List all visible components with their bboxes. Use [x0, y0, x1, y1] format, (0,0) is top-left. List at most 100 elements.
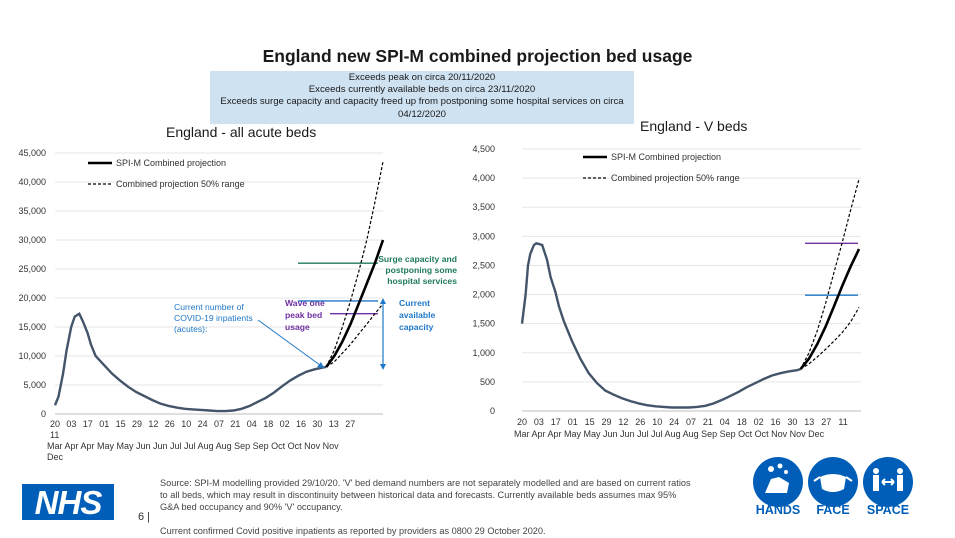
inpatients-note: Current confirmed Covid positive inpatie… [160, 526, 546, 536]
y-tick-label: 15,000 [18, 322, 46, 332]
y-tick-label: 1,000 [472, 348, 495, 358]
legend-label: Combined projection 50% range [116, 179, 245, 189]
page-title: England new SPI-M combined projection be… [262, 46, 693, 66]
x-tick-label: 07 [686, 417, 696, 427]
x-tick-label: 15 [116, 419, 126, 429]
x-tick-label: 04 [720, 417, 730, 427]
x-tick-label: 12 [618, 417, 628, 427]
available-capacity-arrowhead [380, 298, 386, 304]
y-tick-label: 0 [41, 409, 46, 419]
x-tick-label: 24 [669, 417, 679, 427]
source-line: Source: SPI-M modelling provided 29/10/2… [160, 478, 691, 488]
annotation-wave-one: Wave one [285, 298, 325, 308]
x-tick-label: 02 [754, 417, 764, 427]
threshold-notes: Exceeds peak on circa 20/11/2020 Exceeds… [210, 71, 634, 124]
y-tick-label: 2,000 [472, 290, 495, 300]
annotation-current-inpatients: (acutes): [174, 324, 207, 334]
note-line: 04/12/2020 [397, 108, 446, 120]
projection-range-upper [800, 179, 860, 370]
y-tick-label: 4,500 [472, 144, 495, 154]
y-tick-label: 3,000 [472, 231, 495, 241]
legend-label: SPI-M Combined projection [116, 158, 226, 168]
x-tick-label: 29 [601, 417, 611, 427]
x-tick-label: 13 [329, 419, 339, 429]
x-tick-label: 26 [635, 417, 645, 427]
x-tick-label: 26 [165, 419, 175, 429]
annotation-current-inpatients: COVID-19 inpatients [174, 313, 253, 323]
y-tick-label: 5,000 [23, 380, 46, 390]
x-tick-label: 30 [787, 417, 797, 427]
y-tick-label: 500 [480, 377, 495, 387]
y-tick-label: 30,000 [18, 235, 46, 245]
y-tick-label: 3,500 [472, 202, 495, 212]
x-tick-label: 16 [770, 417, 780, 427]
annotation-surge: Surge capacity and [378, 254, 457, 264]
source-note: Source: SPI-M modelling provided 29/10/2… [160, 477, 691, 513]
x-tick-label: 03 [66, 419, 76, 429]
x-tick-label: 01 [99, 419, 109, 429]
hands-label: HANDS [755, 503, 801, 517]
x-tick-label: 21 [230, 419, 240, 429]
chart-title-acute: England - all acute beds [166, 124, 317, 140]
x-tick-label: Dec [47, 452, 64, 462]
source-line: to all beds, which may result in discont… [160, 490, 677, 500]
page-number: 6 | [138, 511, 151, 523]
nhs-logo: NHS [22, 484, 114, 521]
x-tick-label: 10 [652, 417, 662, 427]
annotation-available: capacity [399, 322, 434, 332]
x-tick-label: 10 [181, 419, 191, 429]
x-tick-label: 20 [50, 419, 60, 429]
chart-title-vbeds: England - V beds [640, 118, 748, 134]
space-label: SPACE [866, 503, 910, 517]
x-tick-label: 11 [50, 430, 59, 440]
annotation-surge: postponing some [385, 265, 457, 275]
x-month-labels: Mar Apr Apr May May Jun Jun Jul Jul Aug … [47, 441, 339, 451]
y-tick-label: 35,000 [18, 206, 46, 216]
y-tick-label: 25,000 [18, 264, 46, 274]
note-line: Exceeds surge capacity and capacity free… [220, 96, 624, 108]
y-tick-label: 4,000 [472, 173, 495, 183]
hands-icon [753, 457, 803, 507]
note-line: Exceeds peak on circa 20/11/2020 [348, 72, 496, 83]
y-tick-label: 10,000 [18, 351, 46, 361]
legend-label: SPI-M Combined projection [611, 152, 721, 162]
projection-series [799, 248, 861, 370]
x-tick-label: 16 [296, 419, 306, 429]
x-tick-label: 15 [585, 417, 595, 427]
x-tick-label: 13 [804, 417, 814, 427]
note-line: Exceeds currently available beds on circ… [308, 84, 536, 96]
x-tick-label: 03 [534, 417, 544, 427]
projection-range-lower [800, 307, 860, 370]
legend-label: Combined projection 50% range [611, 173, 740, 183]
y-tick-label: 40,000 [18, 177, 46, 187]
annotation-surge: hospital services [387, 276, 457, 286]
y-tick-label: 20,000 [18, 293, 46, 303]
annotation-wave-one: peak bed [285, 310, 322, 320]
historical-series [53, 311, 327, 413]
x-month-labels: Mar Apr Apr May May Jun Jun Jul Jul Aug … [514, 429, 825, 439]
x-tick-label: 29 [132, 419, 142, 429]
annotation-available: available [399, 310, 436, 320]
x-tick-label: 01 [568, 417, 578, 427]
space-icon [863, 457, 913, 507]
annotation-current-inpatients: Current number of [174, 302, 244, 312]
projection-range-lower [325, 303, 384, 368]
annotation-wave-one: usage [285, 322, 310, 332]
annotation-arrow [257, 319, 325, 369]
x-tick-label: 02 [280, 419, 290, 429]
annotation-arrowhead [317, 362, 324, 368]
face-label: FACE [816, 503, 850, 517]
historical-series [520, 241, 801, 409]
y-tick-label: 1,500 [472, 319, 495, 329]
y-tick-label: 2,500 [472, 260, 495, 270]
x-tick-label: 27 [821, 417, 831, 427]
x-tick-label: 12 [148, 419, 158, 429]
x-tick-label: 11 [838, 417, 847, 427]
available-capacity-arrowhead [380, 364, 386, 370]
x-tick-label: 21 [703, 417, 713, 427]
x-tick-label: 18 [263, 419, 273, 429]
source-line: G&A bed occupancy and 90% 'V' occupancy. [160, 502, 343, 512]
projection-range-upper [325, 161, 384, 368]
x-tick-label: 18 [737, 417, 747, 427]
